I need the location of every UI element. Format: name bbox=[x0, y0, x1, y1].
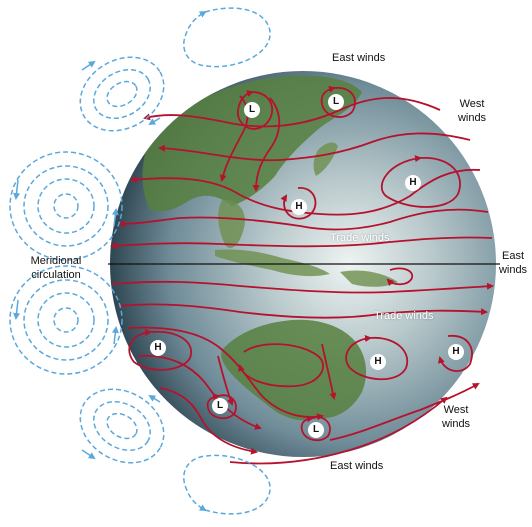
indochina-landmass bbox=[218, 199, 245, 248]
label-east-winds-equator-line2: winds bbox=[498, 264, 528, 276]
meridional-cell-upper-outer bbox=[79, 56, 165, 132]
high-vortex-south-1 bbox=[128, 329, 193, 371]
low-vortex-2 bbox=[320, 85, 356, 118]
high-pressure-marker: H bbox=[405, 175, 421, 191]
meridional-cell-lower-inner bbox=[106, 412, 138, 440]
label-trade-winds-north: Trade winds bbox=[330, 232, 390, 244]
meridional-arrow bbox=[13, 179, 21, 200]
high-vortex-south-2 bbox=[238, 343, 324, 388]
high-vortex-north-1 bbox=[280, 187, 317, 220]
high-vortex-south-3 bbox=[345, 335, 409, 381]
label-east-winds-top: East winds bbox=[332, 52, 386, 64]
label-west-winds-bottom-line1: West bbox=[443, 404, 469, 416]
streamline bbox=[117, 303, 488, 319]
label-west-winds-top-line1: West bbox=[459, 98, 485, 110]
meridional-cell-upper-inner bbox=[106, 80, 138, 108]
streamline bbox=[143, 97, 441, 128]
label-meridional-line2: circulation bbox=[31, 269, 81, 281]
meridional-arrow bbox=[81, 449, 96, 460]
meridional-arrow bbox=[148, 117, 161, 126]
high-pressure-marker: H bbox=[150, 340, 166, 356]
meridional-cell-bottom bbox=[183, 454, 271, 515]
streamline bbox=[229, 396, 448, 465]
meridional-cell-south-1 bbox=[9, 265, 123, 375]
meridional-cell-upper-mid bbox=[93, 69, 151, 119]
low-vortex-1 bbox=[237, 90, 274, 130]
meridional-arrow bbox=[81, 60, 96, 71]
label-east-winds-equator-line1: East bbox=[501, 250, 524, 262]
streamline bbox=[110, 236, 493, 250]
northern-streamlines bbox=[110, 85, 493, 250]
meridional-cell-south-2 bbox=[23, 279, 109, 361]
globe bbox=[108, 71, 500, 457]
japan-landmass bbox=[313, 142, 338, 176]
label-trade-winds-south: Trade winds bbox=[374, 310, 434, 322]
low-vortex-south-1 bbox=[206, 393, 237, 420]
streamline bbox=[217, 355, 234, 406]
meridional-cell-lower-mid bbox=[93, 401, 151, 451]
meridional-cell-south-3 bbox=[37, 292, 95, 348]
meridional-arrow bbox=[148, 394, 161, 403]
meridional-cell-top bbox=[183, 7, 271, 68]
southern-streamlines bbox=[111, 267, 494, 465]
meridional-cell-north-3 bbox=[37, 178, 95, 234]
meridional-arrow bbox=[111, 208, 119, 227]
label-west-winds-top-line2: winds bbox=[457, 112, 487, 124]
high-vortex-south-4 bbox=[438, 335, 473, 372]
meridional-cell-north-1 bbox=[9, 151, 123, 261]
high-vortex-north-2 bbox=[380, 155, 461, 208]
streamline bbox=[137, 354, 262, 430]
streamline bbox=[252, 97, 281, 192]
label-east-winds-bottom: East winds bbox=[330, 460, 384, 472]
low-pressure-marker: L bbox=[244, 102, 260, 118]
low-pressure-marker: L bbox=[328, 94, 344, 110]
streamline bbox=[159, 387, 258, 455]
meridional-circulation bbox=[9, 7, 271, 515]
meridional-cell-south-4 bbox=[53, 307, 79, 333]
streamline bbox=[158, 132, 471, 162]
high-pressure-marker: H bbox=[370, 354, 386, 370]
low-pressure-marker: L bbox=[212, 398, 228, 414]
indonesia-landmass bbox=[215, 249, 330, 277]
streamline bbox=[329, 383, 480, 441]
meridional-arrow bbox=[13, 299, 21, 320]
meridional-arrows bbox=[13, 60, 161, 460]
meridional-cell-north-2 bbox=[23, 165, 109, 247]
streamline bbox=[130, 168, 481, 216]
new-guinea-landmass bbox=[340, 270, 398, 287]
meridional-arrow bbox=[111, 326, 119, 345]
streamline bbox=[118, 208, 489, 231]
low-pressure-marker: L bbox=[308, 422, 324, 438]
high-pressure-marker: H bbox=[291, 199, 307, 215]
streamline bbox=[111, 280, 494, 294]
low-vortex-south-2 bbox=[300, 415, 331, 442]
meridional-cell-lower-outer bbox=[79, 388, 165, 464]
high-pressure-marker: H bbox=[448, 344, 464, 360]
meridional-cell-north-4 bbox=[53, 193, 79, 219]
label-meridional-line1: Meridional bbox=[30, 255, 82, 267]
asia-landmass bbox=[142, 75, 362, 212]
equator-east-vortex bbox=[386, 267, 414, 287]
label-west-winds-bottom-line2: winds bbox=[441, 418, 471, 430]
streamline bbox=[321, 343, 337, 400]
